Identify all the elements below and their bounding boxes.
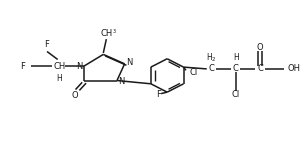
Text: N: N bbox=[126, 58, 133, 67]
Text: CH: CH bbox=[100, 29, 112, 38]
Text: N: N bbox=[119, 77, 125, 86]
Text: CH: CH bbox=[53, 62, 65, 70]
Text: H: H bbox=[233, 53, 239, 62]
Text: C: C bbox=[233, 64, 239, 73]
Text: O: O bbox=[257, 43, 263, 52]
Text: F: F bbox=[156, 90, 161, 99]
Text: OH: OH bbox=[287, 64, 300, 73]
Text: Cl: Cl bbox=[231, 90, 240, 99]
Text: H$_2$: H$_2$ bbox=[206, 51, 217, 63]
Text: C: C bbox=[208, 64, 214, 73]
Text: $_3$: $_3$ bbox=[112, 28, 117, 36]
Text: C: C bbox=[257, 64, 263, 73]
Text: F: F bbox=[20, 62, 25, 70]
Text: H: H bbox=[56, 74, 62, 83]
Text: O: O bbox=[72, 91, 78, 100]
Text: N: N bbox=[76, 62, 83, 70]
Text: F: F bbox=[45, 40, 49, 49]
Text: Cl: Cl bbox=[189, 68, 197, 77]
